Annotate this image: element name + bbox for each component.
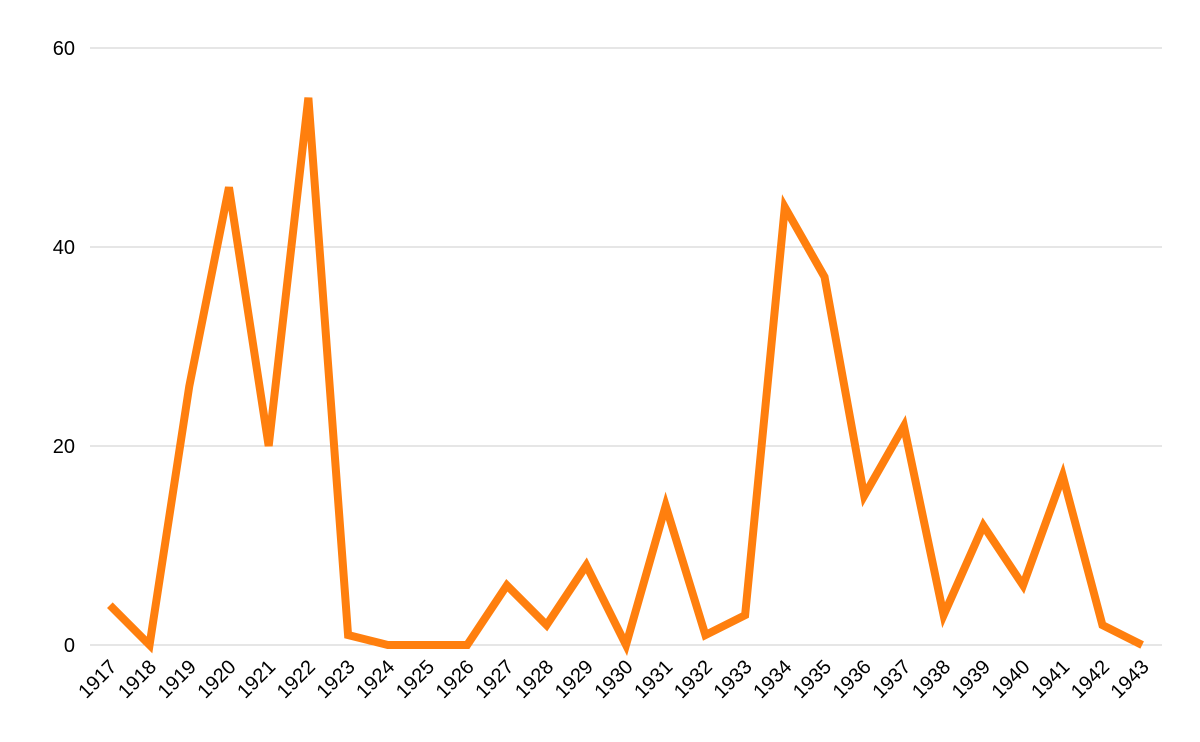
- x-tick-label: 1917: [74, 656, 121, 703]
- x-tick-label: 1931: [630, 656, 677, 703]
- x-tick-label: 1942: [1067, 656, 1114, 703]
- x-tick-label: 1929: [551, 656, 598, 703]
- x-tick-label: 1938: [908, 656, 955, 703]
- x-tick-label: 1939: [948, 656, 995, 703]
- x-tick-label: 1927: [471, 656, 518, 703]
- x-tick-label: 1930: [591, 656, 638, 703]
- x-tick-label: 1932: [670, 656, 717, 703]
- x-tick-label: 1933: [710, 656, 757, 703]
- y-tick-label: 60: [53, 38, 75, 60]
- x-tick-label: 1936: [829, 656, 876, 703]
- x-tick-label: 1934: [749, 656, 796, 703]
- x-tick-label: 1923: [313, 656, 360, 703]
- x-tick-label: 1921: [233, 656, 280, 703]
- y-tick-label: 20: [53, 436, 75, 458]
- x-tick-label: 1940: [988, 656, 1035, 703]
- x-tick-label: 1941: [1027, 656, 1074, 703]
- x-tick-label: 1920: [193, 656, 240, 703]
- x-tick-label: 1935: [789, 656, 836, 703]
- x-tick-label: 1926: [432, 656, 479, 703]
- x-tick-label: 1925: [392, 656, 439, 703]
- x-tick-label: 1924: [352, 656, 399, 703]
- y-tick-label: 40: [53, 237, 75, 259]
- data-line: [107, 97, 1144, 657]
- x-tick-label: 1943: [1107, 656, 1154, 703]
- x-tick-label: 1918: [114, 656, 161, 703]
- x-tick-label: 1922: [273, 656, 320, 703]
- x-tick-label: 1919: [154, 656, 201, 703]
- y-tick-label: 0: [64, 635, 75, 657]
- x-tick-label: 1928: [511, 656, 558, 703]
- x-tick-label: 1937: [868, 656, 915, 703]
